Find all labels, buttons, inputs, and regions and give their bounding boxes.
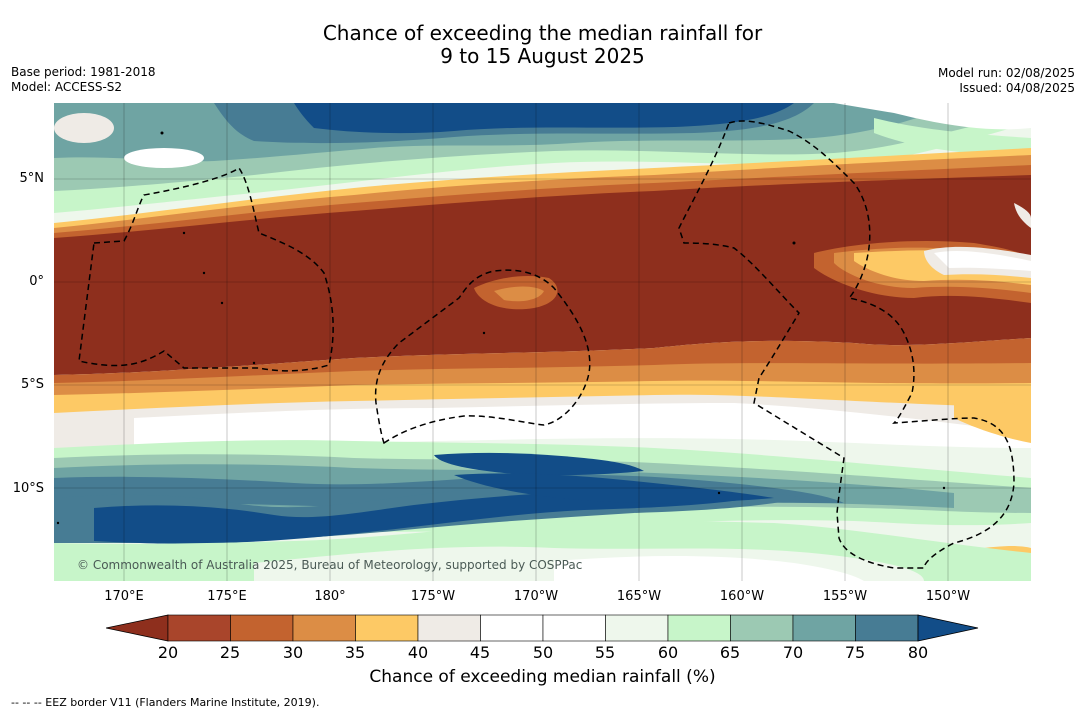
title-line-2: 9 to 15 August 2025 [440,44,645,68]
colorbar-tick-45: 45 [469,643,491,662]
lon-label-160w: 160°W [719,589,765,604]
colorbar-tick-55: 55 [594,643,616,662]
map-title: Chance of exceeding the median rainfall … [0,22,1085,68]
lon-label-175e: 175°E [207,589,247,604]
colorbar-segment-45-50 [480,614,544,642]
colorbar [106,614,979,642]
copyright-credit: © Commonwealth of Australia 2025, Bureau… [77,558,583,572]
colorbar-segment-55-60 [605,614,669,642]
colorbar-tick-50: 50 [532,643,554,662]
model-run: Model run: 02/08/2025 [937,66,1075,80]
meta-left: Base period: 1981-2018 Model: ACCESS-S2 [11,65,156,95]
lon-label-155w: 155°W [822,589,868,604]
colorbar-tick-70: 70 [782,643,804,662]
lat-label-10s: 10°S [12,481,44,496]
colorbar-tick-80: 80 [907,643,929,662]
colorbar-segment-30-35 [292,614,356,642]
colorbar-tick-60: 60 [657,643,679,662]
colorbar-segment-70-75 [792,614,856,642]
colorbar-segment-50-55 [542,614,606,642]
lon-label-170w: 170°W [513,589,559,604]
rainfall-map [54,103,1031,581]
colorbar-below-arrow [106,614,169,642]
lat-label-5n: 5°N [19,171,45,186]
colorbar-tick-20: 20 [157,643,179,662]
meta-right: Model run: 02/08/2025 Issued: 04/08/2025 [938,66,1075,96]
base-period: Base period: 1981-2018 [11,65,156,79]
lat-label-0: 0° [29,274,44,289]
lat-label-5s: 5°S [20,377,44,392]
lon-label-150w: 150°W [925,589,971,604]
colorbar-segment-35-40 [355,614,419,642]
eez-legend-footnote: -- -- -- EEZ border V11 (Flanders Marine… [11,696,320,709]
lon-label-175w: 175°W [410,589,456,604]
issued-date: Issued: 04/08/2025 [959,81,1075,95]
model-name: Model: ACCESS-S2 [11,80,123,94]
colorbar-tick-30: 30 [282,643,304,662]
colorbar-segment-75-80 [855,614,919,642]
colorbar-label: Chance of exceeding median rainfall (%) [369,667,716,687]
colorbar-tick-25: 25 [219,643,241,662]
colorbar-segment-60-65 [667,614,731,642]
colorbar-segment-40-45 [417,614,481,642]
colorbar-segment-20-25 [167,614,231,642]
colorbar-segment-65-70 [730,614,794,642]
colorbar-segment-25-30 [230,614,294,642]
lon-label-170e: 170°E [104,589,144,604]
colorbar-tick-75: 75 [844,643,866,662]
lon-label-180: 180° [314,589,346,604]
lon-label-165w: 165°W [616,589,662,604]
colorbar-above-arrow [917,614,979,642]
title-line-1: Chance of exceeding the median rainfall … [322,21,763,45]
colorbar-tick-65: 65 [719,643,741,662]
colorbar-tick-35: 35 [344,643,366,662]
colorbar-tick-40: 40 [407,643,429,662]
